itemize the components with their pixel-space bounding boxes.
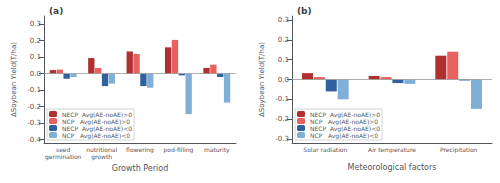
svg-text:pod-filling: pod-filling (163, 146, 193, 154)
svg-text:(a): (a) (49, 6, 63, 16)
svg-text:0.2: 0.2 (30, 37, 41, 45)
svg-text:ΔSoybean Yield(T/ha): ΔSoybean Yield(T/ha) (10, 42, 18, 117)
svg-text:Meteorological factors: Meteorological factors (348, 163, 437, 172)
svg-text:maturity: maturity (204, 146, 230, 154)
svg-text:-0.1: -0.1 (275, 95, 289, 103)
svg-text:NCP Avg(AE-noAE)<0: NCP Avg(AE-noAE)<0 (310, 132, 378, 140)
svg-text:Precipitation: Precipitation (440, 146, 478, 154)
svg-text:Solar radiation: Solar radiation (303, 146, 347, 153)
svg-text:0.1: 0.1 (30, 53, 41, 61)
svg-text:germination: germination (45, 153, 82, 161)
svg-text:0.3: 0.3 (278, 16, 289, 24)
svg-text:seed: seed (56, 146, 71, 153)
svg-text:NECP Avg(AE-noAE)<0: NECP Avg(AE-noAE)<0 (62, 124, 132, 132)
svg-text:NECP Avg(AE-noAE)<0: NECP Avg(AE-noAE)<0 (310, 124, 380, 132)
svg-text:NECP Avg(AE-noAE)>0: NECP Avg(AE-noAE)>0 (310, 110, 380, 118)
svg-text:NCP Avg(AE-noAE)>0: NCP Avg(AE-noAE)>0 (62, 117, 131, 125)
svg-text:growth: growth (91, 153, 112, 161)
svg-text:-0.3: -0.3 (275, 135, 289, 143)
svg-text:Growth Period: Growth Period (112, 164, 168, 173)
svg-text:-0.4: -0.4 (27, 136, 41, 144)
svg-text:0.3: 0.3 (30, 20, 41, 28)
svg-text:-0.2: -0.2 (275, 115, 289, 123)
svg-text:ΔSoybean Yield(T/ha): ΔSoybean Yield(T/ha) (258, 42, 266, 117)
svg-text:nutritional: nutritional (86, 146, 117, 153)
svg-text:0.2: 0.2 (278, 36, 289, 44)
svg-text:0.1: 0.1 (278, 56, 289, 64)
svg-text:-0.3: -0.3 (27, 119, 41, 127)
svg-text:0.0: 0.0 (278, 76, 289, 84)
svg-text:-0.2: -0.2 (27, 103, 41, 111)
svg-text:-0.1: -0.1 (27, 86, 41, 94)
svg-text:(b): (b) (297, 6, 312, 16)
svg-text:NECP Avg(AE-noAE)>0: NECP Avg(AE-noAE)>0 (62, 110, 132, 118)
svg-text:NCP Avg(AE-noAE)>0: NCP Avg(AE-noAE)>0 (310, 117, 379, 125)
svg-text:NCP Avg(AE-noAE)<0: NCP Avg(AE-noAE)<0 (62, 132, 130, 140)
svg-text:Air temperature: Air temperature (368, 146, 416, 154)
svg-text:flowering: flowering (126, 146, 154, 154)
svg-text:0.0: 0.0 (30, 70, 41, 78)
